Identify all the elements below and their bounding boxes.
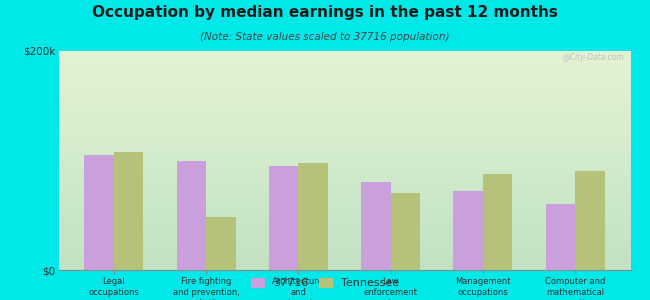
Bar bbox=[298, 163, 328, 270]
Legend: 37716, Tennessee: 37716, Tennessee bbox=[247, 274, 403, 291]
Bar bbox=[177, 160, 206, 270]
Bar bbox=[453, 191, 483, 270]
Text: (Note: State values scaled to 37716 population): (Note: State values scaled to 37716 popu… bbox=[200, 32, 450, 41]
Bar bbox=[114, 152, 144, 270]
Text: Occupation by median earnings in the past 12 months: Occupation by median earnings in the pas… bbox=[92, 4, 558, 20]
Text: @City-Data.com: @City-Data.com bbox=[563, 53, 625, 62]
Bar bbox=[391, 193, 420, 270]
Bar bbox=[84, 155, 114, 270]
Bar bbox=[483, 174, 512, 270]
Bar bbox=[269, 166, 298, 270]
Bar bbox=[361, 182, 391, 270]
Bar bbox=[206, 218, 236, 270]
Bar bbox=[545, 204, 575, 270]
Bar bbox=[575, 171, 604, 270]
